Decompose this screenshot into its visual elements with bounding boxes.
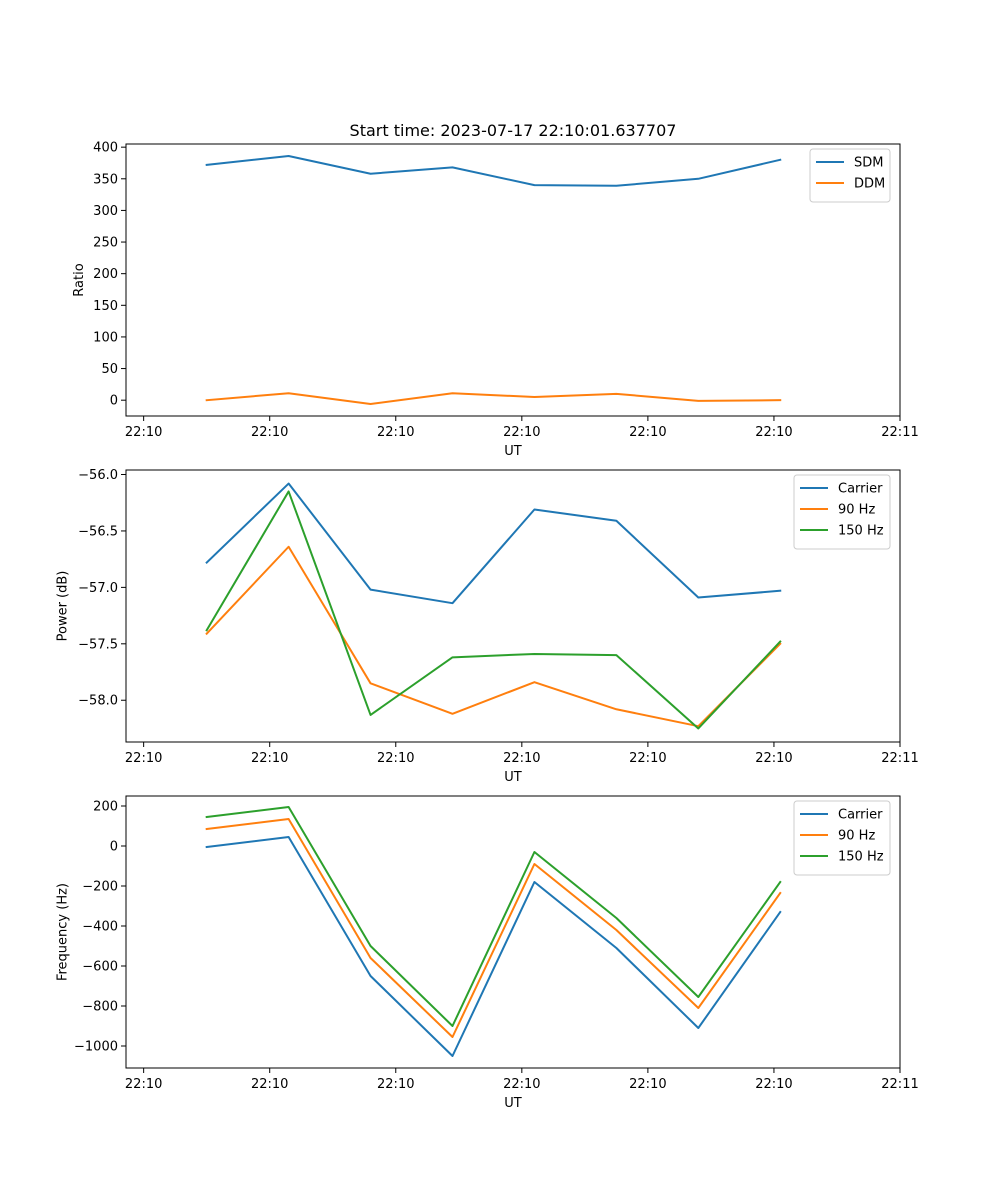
- frequency-y-tick-label: −400: [82, 920, 118, 935]
- frequency-x-tick-label: 22:11: [881, 1077, 918, 1092]
- power-y-tick-label: −57.5: [78, 637, 118, 652]
- power-x-tick-label: 22:11: [881, 751, 918, 766]
- frequency-x-tick-label: 22:10: [125, 1077, 162, 1092]
- ratio-panel: 22:10 22:10 22:10 22:10 22:10 22:10 22:11 UT 0 50…: [72, 141, 919, 459]
- frequency-x-tick-label: 22:10: [755, 1077, 792, 1092]
- ratio-legend: SDM DDM: [809, 148, 891, 203]
- ratio-x-tick-label: 22:10: [125, 425, 162, 440]
- power-x-tick-label: 22:10: [503, 751, 540, 766]
- frequency-x-tick-label: 22:10: [503, 1077, 540, 1092]
- power-x-tick-label: 22:10: [629, 751, 666, 766]
- frequency-legend-label-carrier: Carrier: [838, 808, 883, 823]
- ratio-y-tick-label: 300: [93, 204, 118, 219]
- power-series-150-hz-line: [205, 490, 782, 730]
- power-y-tick-label: −56.5: [78, 524, 118, 539]
- ratio-y-tick-label: 150: [93, 299, 118, 314]
- frequency-series-carrier-line: [205, 836, 782, 1057]
- power-legend-label-150-hz: 150 Hz: [838, 524, 884, 539]
- power-x-tick-label: 22:10: [755, 751, 792, 766]
- power-y-tick-label: −57.0: [78, 581, 118, 596]
- frequency-axes-frame: [125, 795, 901, 1069]
- frequency-panel: 22:10 22:10 22:10 22:10 22:10 22:10 22:11 UT −10…: [56, 795, 919, 1111]
- ratio-axes-frame: [125, 143, 901, 417]
- power-x-tick-label: 22:10: [125, 751, 162, 766]
- ratio-y-tick-label: 0: [110, 394, 118, 409]
- ratio-x-tick-label: 22:11: [881, 425, 918, 440]
- ratio-y-tick-label: 200: [93, 267, 118, 282]
- frequency-x-tick-label: 22:10: [629, 1077, 666, 1092]
- power-series-carrier-line: [205, 482, 782, 605]
- frequency-legend: Carrier 90 Hz 150 Hz: [793, 800, 891, 876]
- ratio-x-tick-label: 22:10: [755, 425, 792, 440]
- ratio-y-tick-label: 50: [101, 362, 118, 377]
- frequency-x-tick-label: 22:10: [251, 1077, 288, 1092]
- ratio-y-tick-label: 100: [93, 330, 118, 345]
- frequency-legend-label-150-hz: 150 Hz: [838, 850, 884, 865]
- power-legend-label-90-hz: 90 Hz: [838, 503, 875, 518]
- power-y-tick-label: −56.0: [78, 468, 118, 483]
- frequency-y-axis-label: Frequency (Hz): [56, 883, 71, 981]
- frequency-series-150-hz-line: [205, 806, 782, 1027]
- power-x-axis-label: UT: [504, 770, 522, 785]
- ratio-x-axis-label: UT: [504, 444, 522, 459]
- power-panel: 22:10 22:10 22:10 22:10 22:10 22:10 22:11 UT −58…: [56, 468, 919, 785]
- frequency-y-tick-label: 0: [110, 840, 118, 855]
- power-legend: Carrier 90 Hz 150 Hz: [793, 474, 891, 550]
- frequency-legend-label-90-hz: 90 Hz: [838, 829, 875, 844]
- frequency-y-tick-label: −600: [82, 960, 118, 975]
- ratio-series-sdm-line: [205, 155, 782, 187]
- frequency-y-tick-label: 200: [93, 800, 118, 815]
- frequency-y-tick-label: −1000: [74, 1040, 118, 1055]
- frequency-x-axis-label: UT: [504, 1096, 522, 1111]
- ratio-legend-label-sdm: SDM: [854, 156, 883, 171]
- frequency-series-90-hz-line: [205, 818, 782, 1038]
- ratio-x-tick-label: 22:10: [629, 425, 666, 440]
- ratio-x-tick-label: 22:10: [377, 425, 414, 440]
- ratio-x-tick-label: 22:10: [251, 425, 288, 440]
- power-legend-label-carrier: Carrier: [838, 482, 883, 497]
- power-axes-frame: [125, 469, 901, 743]
- power-y-tick-label: −58.0: [78, 694, 118, 709]
- ratio-series-ddm-line: [205, 392, 782, 405]
- ratio-y-tick-label: 350: [93, 172, 118, 187]
- frequency-x-tick-label: 22:10: [377, 1077, 414, 1092]
- power-x-tick-label: 22:10: [377, 751, 414, 766]
- ratio-y-tick-label: 250: [93, 236, 118, 251]
- frequency-y-tick-label: −800: [82, 1000, 118, 1015]
- power-y-axis-label: Power (dB): [56, 571, 71, 642]
- ratio-legend-label-ddm: DDM: [854, 177, 885, 192]
- power-x-tick-label: 22:10: [251, 751, 288, 766]
- ratio-y-tick-label: 400: [93, 141, 118, 156]
- frequency-y-tick-label: −200: [82, 880, 118, 895]
- ratio-x-tick-label: 22:10: [503, 425, 540, 440]
- ratio-y-axis-label: Ratio: [72, 263, 87, 296]
- power-series-90-hz-line: [205, 545, 782, 728]
- figure-title: Start time: 2023-07-17 22:10:01.637707: [350, 121, 677, 140]
